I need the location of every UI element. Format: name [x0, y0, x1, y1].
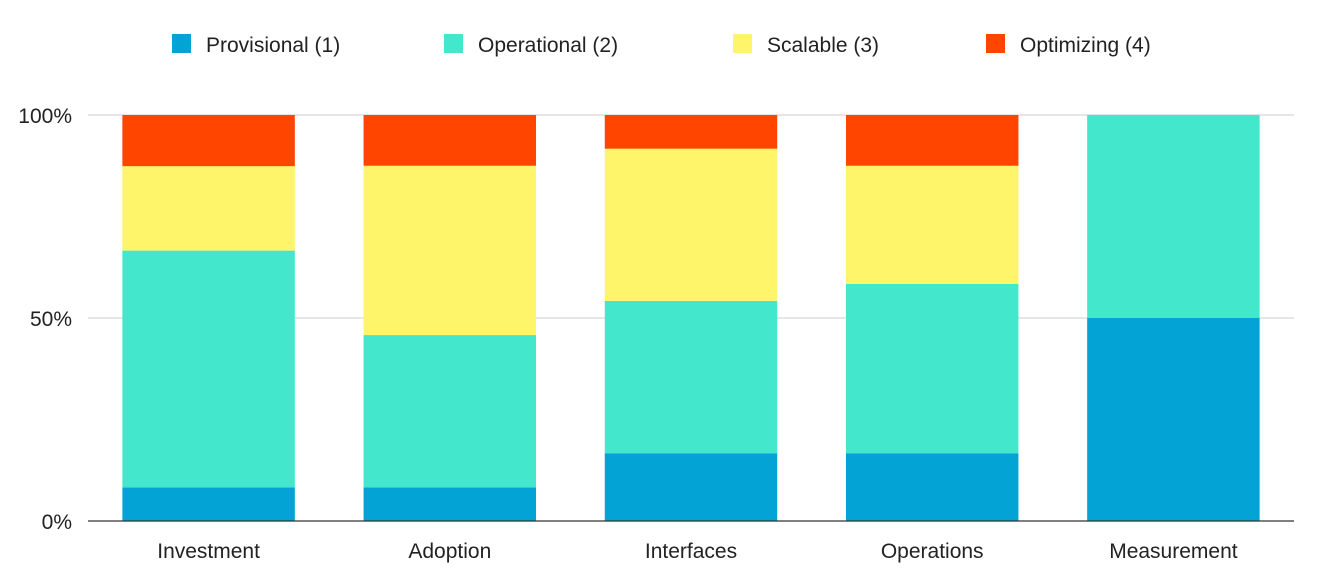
- bar-segment: [1087, 318, 1260, 521]
- bar-segment: [604, 453, 778, 521]
- x-tick-label: Adoption: [408, 540, 491, 563]
- bar-segment: [122, 250, 295, 488]
- axes: 0% 50% 100% Investment Adoption Interfaces Ope…: [18, 105, 1294, 563]
- legend: Provisional (1) Operational (2) Scalable (…: [172, 34, 1151, 57]
- bar-segment: [122, 487, 295, 521]
- bar-segment: [604, 115, 778, 149]
- bar-segment: [363, 115, 537, 166]
- bar-segment: [604, 300, 778, 454]
- y-tick-label: 100%: [18, 105, 72, 128]
- legend-swatch: [444, 34, 463, 53]
- y-tick-label: 0%: [42, 511, 72, 534]
- y-tick-label: 50%: [30, 308, 72, 331]
- bar-segment: [1087, 115, 1260, 318]
- bar-segment: [845, 165, 1019, 284]
- bar-segment: [363, 165, 537, 336]
- legend-label: Operational (2): [478, 34, 618, 57]
- bar-segment: [845, 283, 1019, 454]
- x-tick-label: Investment: [157, 540, 260, 563]
- bar-segment: [845, 115, 1019, 166]
- bar-segment: [122, 115, 295, 167]
- legend-label: Optimizing (4): [1020, 34, 1151, 57]
- x-tick-label: Measurement: [1109, 540, 1238, 563]
- bar-segment: [845, 453, 1019, 521]
- bar-segment: [604, 148, 778, 301]
- x-tick-label: Operations: [881, 540, 984, 563]
- bars: [122, 115, 1260, 521]
- x-tick-label: Interfaces: [645, 540, 737, 563]
- legend-label: Provisional (1): [206, 34, 340, 57]
- legend-label: Scalable (3): [767, 34, 879, 57]
- bar-segment: [363, 335, 537, 488]
- legend-swatch: [733, 34, 752, 53]
- legend-swatch: [986, 34, 1005, 53]
- legend-swatch: [172, 34, 191, 53]
- bar-segment: [122, 166, 295, 251]
- bar-segment: [363, 487, 537, 521]
